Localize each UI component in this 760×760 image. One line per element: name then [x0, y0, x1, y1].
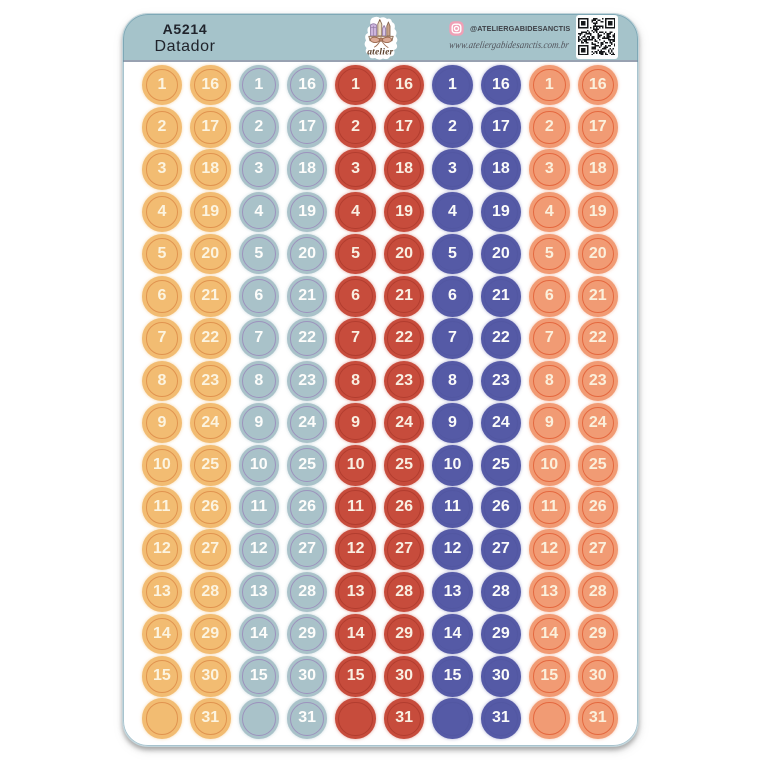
svg-text:atelier: atelier	[367, 48, 393, 58]
